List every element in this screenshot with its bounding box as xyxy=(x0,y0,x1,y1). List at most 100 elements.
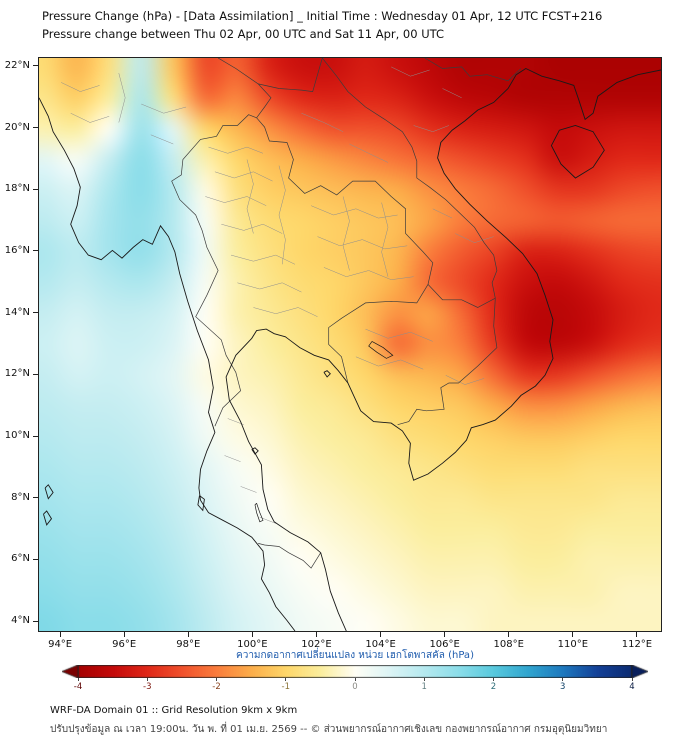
lat-tick-mark xyxy=(33,373,38,375)
lon-tick-mark xyxy=(380,632,382,637)
colorbar-tick-mark xyxy=(631,678,633,681)
lat-tick-label: 18°N xyxy=(4,183,30,195)
country-border-line xyxy=(427,284,496,308)
colorbar-tick-mark xyxy=(216,678,217,681)
province-border-line xyxy=(278,165,286,265)
province-border-line xyxy=(432,208,453,219)
map-plot-area xyxy=(38,57,662,632)
colorbar-label: ความกดอากาศเปลี่ยนแปลง หน่วย เฮกโตพาสคัล… xyxy=(236,650,474,661)
province-border-line xyxy=(118,73,126,123)
lon-tick-mark xyxy=(636,632,638,637)
footer-domain-info: WRF-DA Domain 01 :: Grid Resolution 9km … xyxy=(50,705,298,716)
coastline xyxy=(323,370,331,378)
province-border-line xyxy=(323,267,414,280)
lon-tick-mark xyxy=(59,632,61,637)
lat-tick-label: 8°N xyxy=(11,491,30,503)
lon-tick-label: 102°E xyxy=(301,639,332,650)
lat-tick-mark xyxy=(33,558,38,560)
lat-tick-mark xyxy=(33,188,38,190)
province-border-line xyxy=(237,282,302,293)
colorbar-tick-mark xyxy=(423,678,425,681)
province-border-line xyxy=(445,375,485,385)
lon-tick-mark xyxy=(187,632,189,637)
province-border-line xyxy=(221,223,283,234)
lake-outline xyxy=(254,503,264,523)
lat-tick-label: 10°N xyxy=(4,430,30,442)
colorbar-tick-label: 3 xyxy=(560,682,566,692)
province-border-line xyxy=(214,171,273,182)
pressure-change-heatmap xyxy=(39,58,661,631)
country-border-line xyxy=(424,58,522,82)
province-border-line xyxy=(355,356,424,370)
lat-tick-mark xyxy=(33,127,38,129)
lat-tick-label: 14°N xyxy=(4,306,30,318)
lat-tick-mark xyxy=(33,435,38,437)
colorbar-tick-label: -1 xyxy=(281,682,290,692)
geographic-boundaries-overlay xyxy=(39,58,661,631)
page-subtitle: Pressure change between Thu 02 Apr, 00 U… xyxy=(42,27,445,41)
lon-tick-label: 110°E xyxy=(557,639,589,650)
province-border-line xyxy=(141,103,187,114)
lon-tick-label: 104°E xyxy=(365,639,396,650)
lake-outline xyxy=(368,341,394,359)
footer-update-info: ปรับปรุงข้อมูล ณ เวลา 19:00น. วัน พ. ที่… xyxy=(50,724,608,735)
colorbar-tick-label: 4 xyxy=(629,682,635,692)
lat-tick-label: 20°N xyxy=(4,121,30,133)
lon-tick-label: 112°E xyxy=(621,639,653,650)
coastline xyxy=(44,484,54,500)
province-border-line xyxy=(311,205,398,219)
colorbar-tick-label: 2 xyxy=(490,682,497,692)
country-border-line xyxy=(397,298,498,426)
colorbar xyxy=(62,665,648,678)
country-border-line xyxy=(256,83,272,119)
province-border-line xyxy=(301,112,344,132)
colorbar-tick-label: -4 xyxy=(73,682,83,692)
country-border-line xyxy=(217,58,323,92)
lat-tick-mark xyxy=(33,620,38,622)
figure-header: Pressure Change (hPa) - [Data Assimilati… xyxy=(42,7,602,43)
lat-tick-mark xyxy=(33,65,38,67)
coastline xyxy=(225,67,661,631)
province-border-line xyxy=(317,236,408,250)
lon-tick-label: 96°E xyxy=(112,639,137,650)
page-title: Pressure Change (hPa) - [Data Assimilati… xyxy=(42,9,603,23)
province-border-line xyxy=(150,134,174,145)
lat-tick-mark xyxy=(33,497,38,499)
province-border-line xyxy=(205,196,267,206)
colorbar-tick-mark xyxy=(146,678,148,681)
lat-tick-mark xyxy=(33,250,38,252)
colorbar-tick-label: 0 xyxy=(352,682,358,692)
coastline xyxy=(43,510,53,526)
province-border-line xyxy=(365,328,433,342)
lon-tick-mark xyxy=(444,632,446,637)
lat-tick-mark xyxy=(33,312,38,314)
province-border-line xyxy=(455,233,494,243)
country-border-line xyxy=(256,117,434,285)
coastline xyxy=(251,447,259,455)
province-border-line xyxy=(60,82,100,92)
colorbar-tick-label: 1 xyxy=(421,682,427,692)
lon-tick-mark xyxy=(315,632,317,637)
coastline xyxy=(39,97,296,631)
colorbar-tick-label: -2 xyxy=(212,682,221,692)
lon-tick-label: 98°E xyxy=(176,639,201,650)
lat-tick-label: 12°N xyxy=(4,368,30,380)
province-border-line xyxy=(381,202,389,277)
lat-tick-label: 4°N xyxy=(11,615,30,627)
lon-tick-label: 94°E xyxy=(48,639,73,650)
colorbar-tick-mark xyxy=(493,678,494,681)
province-border-line xyxy=(442,88,462,99)
province-border-line xyxy=(391,66,430,77)
colorbar-tick-label: -3 xyxy=(143,682,152,692)
lon-tick-label: 108°E xyxy=(493,639,524,650)
lon-tick-label: 106°E xyxy=(429,639,460,650)
country-border-line xyxy=(328,284,429,384)
country-border-line xyxy=(258,543,321,569)
lon-tick-mark xyxy=(508,632,510,637)
lon-tick-mark xyxy=(572,632,574,637)
coastline xyxy=(197,495,205,512)
lat-tick-label: 16°N xyxy=(4,244,30,256)
colorbar-tick-mark xyxy=(285,678,287,681)
lon-tick-label: 100°E xyxy=(237,639,268,650)
